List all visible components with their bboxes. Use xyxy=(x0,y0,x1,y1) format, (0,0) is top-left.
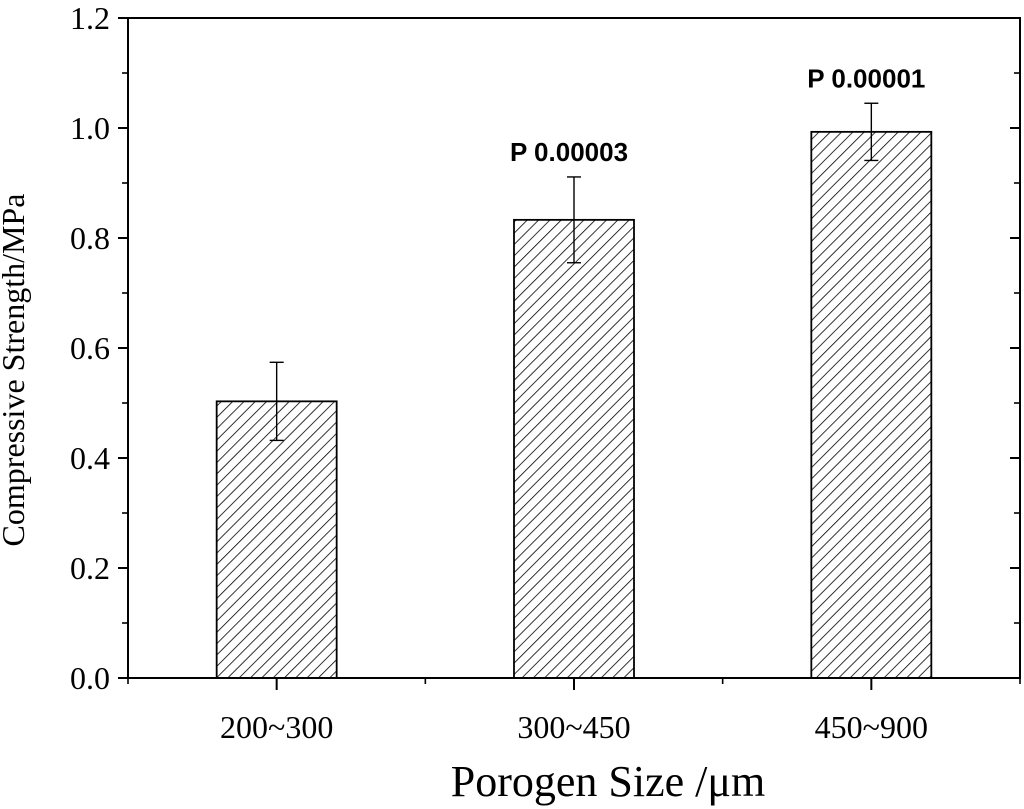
x-tick-label: 450~900 xyxy=(815,709,928,745)
y-tick-label: 1.0 xyxy=(70,110,110,146)
y-axis-title: Compressive Strength/MPa xyxy=(0,194,31,547)
y-tick-label: 0.4 xyxy=(70,440,110,476)
y-tick-label: 1.2 xyxy=(70,0,110,36)
y-tick-label: 0.0 xyxy=(70,660,110,696)
x-axis: 200~300 300~450 450~900 xyxy=(127,678,1021,745)
bar xyxy=(513,218,635,679)
p-value-label: P 0.00001 xyxy=(807,63,925,93)
y-tick-label: 0.6 xyxy=(70,330,110,366)
x-tick-label: 300~450 xyxy=(517,709,630,745)
error-bars-layer xyxy=(269,102,879,442)
p-value-label: P 0.00003 xyxy=(510,137,628,167)
x-axis-title: Porogen Size /μm xyxy=(451,757,765,806)
annotations-layer: P 0.00003 P 0.00001 xyxy=(510,63,925,167)
bar xyxy=(810,130,933,679)
y-tick-label: 0.2 xyxy=(70,550,110,586)
y-tick-label: 0.8 xyxy=(70,220,110,256)
bar xyxy=(215,400,338,679)
x-tick-label: 200~300 xyxy=(220,709,333,745)
y-axis: 0.0 0.2 0.4 0.6 0.8 1.0 1.2 xyxy=(70,0,1020,696)
